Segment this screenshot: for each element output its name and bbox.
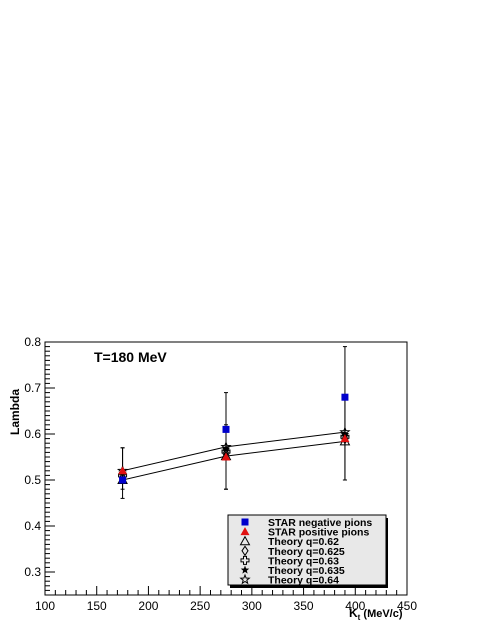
x-tick-label: 400 bbox=[345, 599, 365, 613]
axis-ticks bbox=[44, 341, 408, 596]
x-tick-label: 150 bbox=[87, 599, 107, 613]
marker-square bbox=[341, 393, 349, 401]
y-tick-label: 0.4 bbox=[24, 519, 41, 533]
theory-lines bbox=[122, 431, 346, 481]
x-tick-label: 450 bbox=[397, 599, 417, 613]
data-markers bbox=[116, 393, 351, 484]
x-tick-label: 200 bbox=[138, 599, 158, 613]
marker-triangle bbox=[118, 466, 128, 475]
legend-marker bbox=[239, 535, 251, 546]
x-tick-label: 350 bbox=[294, 599, 314, 613]
marker-triangle bbox=[221, 452, 231, 461]
legend-marker bbox=[241, 545, 249, 557]
error-bars bbox=[120, 346, 347, 499]
theory-line-6 bbox=[122, 431, 346, 472]
legend-box bbox=[227, 514, 387, 586]
y-tick-label: 0.6 bbox=[24, 427, 41, 441]
marker-open-star bbox=[339, 426, 351, 437]
legend-marker bbox=[240, 555, 250, 565]
legend-marker bbox=[240, 565, 250, 574]
temperature-annotation: T=180 MeV bbox=[94, 349, 167, 365]
theory-line-2 bbox=[122, 440, 346, 481]
x-axis-label: Kt (MeV/c) bbox=[349, 606, 403, 622]
x-tick-label: 300 bbox=[242, 599, 262, 613]
x-tick-label: 250 bbox=[190, 599, 210, 613]
x-tick-labels: 100 150 200 250 300 350 400 450 bbox=[35, 599, 417, 613]
marker-open-star bbox=[220, 440, 232, 452]
y-tick-label: 0.7 bbox=[24, 381, 41, 395]
legend-marker bbox=[240, 527, 250, 536]
legend-marker bbox=[241, 518, 249, 526]
y-axis-label: Lambda bbox=[8, 389, 22, 435]
x-axis-label-main: K bbox=[349, 606, 358, 620]
legend-entry: Theory q=0.625 bbox=[268, 546, 345, 558]
x-axis-label-unit: (MeV/c) bbox=[360, 608, 403, 620]
legend-entry: STAR negative pions bbox=[268, 517, 372, 529]
y-tick-label: 0.5 bbox=[24, 473, 41, 487]
marker-square bbox=[119, 476, 127, 484]
marker-triangle bbox=[340, 434, 350, 443]
y-tick-label: 0.3 bbox=[24, 565, 41, 579]
x-tick-label: 100 bbox=[35, 599, 55, 613]
legend-entry: Theory q=0.635 bbox=[268, 565, 345, 577]
legend-entry: Theory q=0.63 bbox=[268, 555, 339, 567]
y-tick-label: 0.8 bbox=[24, 335, 41, 349]
legend-marker bbox=[239, 573, 251, 585]
plot-frame bbox=[44, 341, 408, 596]
x-axis-label-sub: t bbox=[358, 613, 361, 622]
y-tick-labels: 0.3 0.4 0.5 0.6 0.7 0.8 bbox=[24, 335, 41, 579]
legend-entry: STAR positive pions bbox=[268, 527, 369, 539]
legend-entry: Theory q=0.64 bbox=[268, 575, 339, 587]
legend-entry: Theory q=0.62 bbox=[268, 536, 339, 548]
marker-square bbox=[222, 425, 230, 433]
